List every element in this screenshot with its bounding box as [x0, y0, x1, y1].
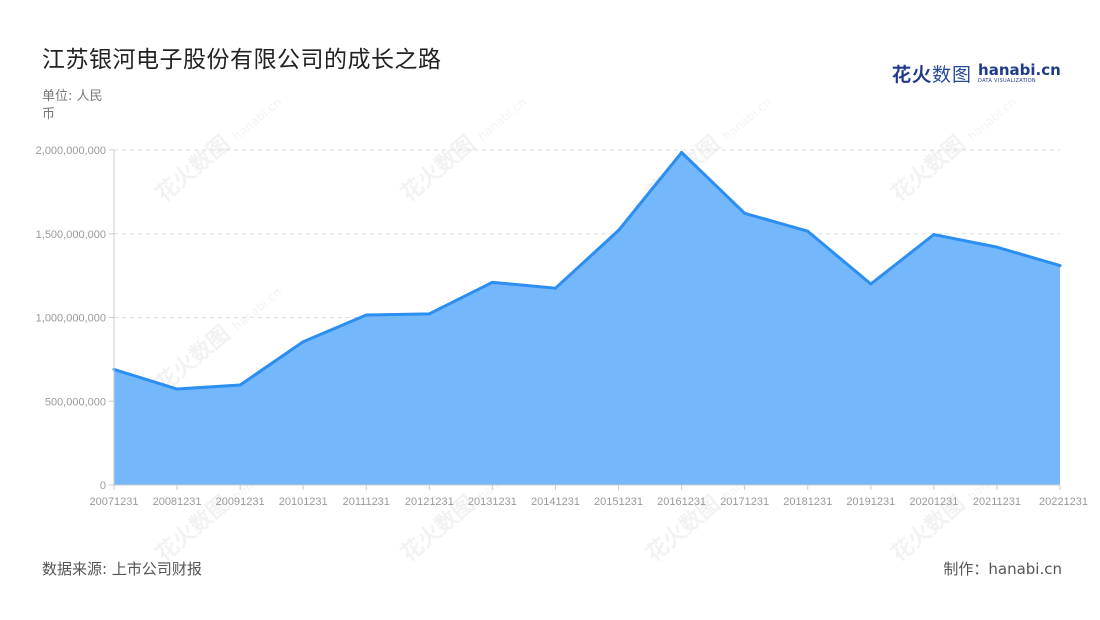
x-tick-label: 20201231: [909, 496, 958, 508]
x-tick-label: 20091231: [216, 496, 265, 508]
data-point: [617, 228, 621, 232]
x-tick-label: 20171231: [720, 496, 769, 508]
data-point: [1058, 264, 1062, 268]
data-source-note: 数据来源: 上市公司财报: [42, 560, 202, 578]
data-point: [364, 313, 368, 317]
data-point: [932, 233, 936, 237]
data-point: [175, 387, 179, 391]
x-tick-label: 20211231: [973, 496, 1021, 508]
y-tick-label: 0: [100, 480, 106, 492]
logo-en: hanabi.cn DATA VISUALIZATION: [978, 60, 1061, 84]
x-tick-label: 20161231: [657, 496, 706, 508]
data-point: [995, 245, 999, 249]
x-tick-label: 20181231: [783, 496, 832, 508]
x-tick-label: 20221231: [1039, 496, 1088, 508]
brand-logo: 花火数图 hanabi.cn DATA VISUALIZATION: [892, 58, 1061, 88]
y-tick-label: 1,500,000,000: [36, 229, 106, 241]
chart-title: 江苏银河电子股份有限公司的成长之路: [42, 47, 442, 73]
x-tick-label: 20121231: [405, 496, 454, 508]
area-fill: [114, 152, 1060, 485]
y-tick-label: 1,000,000,000: [36, 313, 106, 325]
x-tick-label: 20071231: [90, 496, 139, 508]
x-tick-label: 20081231: [153, 496, 202, 508]
series-line: [113, 151, 1061, 391]
x-tick-label: 20151231: [594, 496, 643, 508]
x-tick-label: 20191231: [846, 496, 895, 508]
x-tick-label: 20101231: [279, 496, 328, 508]
data-point: [680, 151, 684, 155]
data-point: [553, 286, 557, 290]
credit-note: 制作：hanabi.cn: [943, 560, 1062, 578]
y-tick-label: 2,000,000,000: [36, 145, 106, 157]
logo-cn: 花火数图: [892, 63, 973, 86]
data-point: [490, 280, 494, 284]
data-point: [238, 383, 242, 387]
data-point: [427, 312, 431, 316]
x-tick-label: 20111231: [343, 496, 390, 508]
x-tick-label: 20131231: [468, 496, 517, 508]
data-point: [806, 229, 810, 233]
y-tick-label: 500,000,000: [45, 396, 106, 408]
x-tick-label: 20141231: [531, 496, 580, 508]
data-point: [743, 211, 747, 215]
data-point: [869, 282, 873, 286]
unit-label: 单位: 人民币: [42, 89, 103, 122]
data-point: [301, 340, 305, 344]
